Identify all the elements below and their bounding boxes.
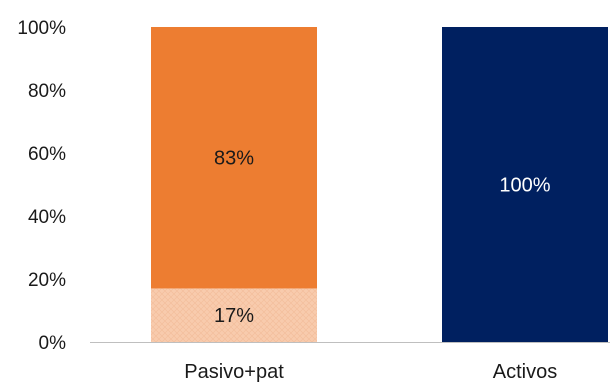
- data-label: 17%: [214, 305, 254, 327]
- bar-segment-0-0: [151, 288, 317, 342]
- y-tick-label: 0%: [39, 333, 67, 354]
- bar-segment-1-2: [442, 27, 608, 342]
- y-tick-label: 100%: [17, 18, 66, 39]
- bars: 17% 83% 100%: [151, 27, 608, 342]
- y-axis: 0% 20% 40% 60% 80% 100%: [17, 18, 66, 354]
- x-category-label: Pasivo+pat: [184, 361, 284, 383]
- bar-segment-0-1: [151, 27, 317, 289]
- y-tick-label: 80%: [28, 81, 66, 102]
- y-tick-label: 60%: [28, 144, 66, 165]
- y-tick-label: 20%: [28, 270, 66, 291]
- data-label: 83%: [214, 148, 254, 170]
- x-category-label: Activos: [493, 361, 557, 383]
- data-label: 100%: [499, 175, 550, 197]
- y-tick-label: 40%: [28, 207, 66, 228]
- x-axis: Pasivo+pat Activos: [184, 361, 557, 383]
